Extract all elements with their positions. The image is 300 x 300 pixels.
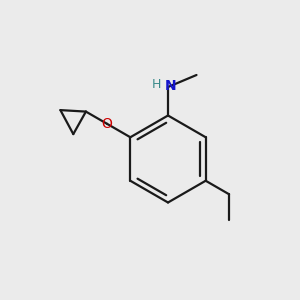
Text: H: H [152, 78, 161, 91]
Text: N: N [165, 79, 176, 93]
Text: O: O [101, 117, 112, 131]
